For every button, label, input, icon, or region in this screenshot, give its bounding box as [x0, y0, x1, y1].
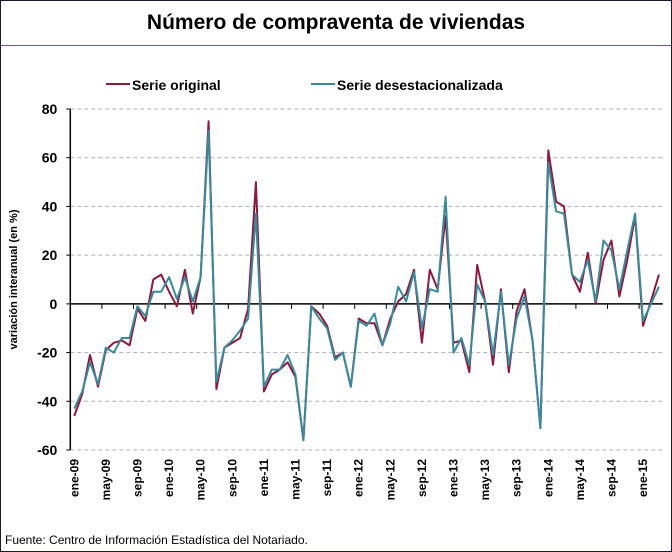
x-tick-label: sep-13: [510, 459, 524, 497]
x-tick-label: ene-11: [257, 459, 271, 497]
y-tick-label: 20: [42, 247, 58, 263]
x-tick-label: may-12: [383, 459, 397, 501]
series-line-original: [73, 120, 660, 442]
series-line-seasonally-adjusted: [73, 129, 660, 442]
y-tick-label: -40: [37, 393, 57, 409]
x-tick-label: may-14: [573, 459, 587, 501]
source-footer: Fuente: Centro de Información Estadístic…: [5, 533, 308, 547]
x-tick-label: ene-14: [541, 459, 555, 497]
legend-label: Serie original: [132, 77, 221, 93]
x-tick-label: may-10: [194, 459, 208, 501]
y-tick-label: -60: [37, 442, 57, 458]
x-tick-label: ene-09: [67, 459, 81, 497]
y-tick-label: -20: [37, 345, 57, 361]
x-tick-label: ene-12: [352, 459, 366, 497]
y-tick-label: 60: [42, 150, 58, 166]
x-tick-label: sep-14: [604, 459, 618, 497]
y-tick-label: 0: [50, 296, 58, 312]
x-tick-label: ene-10: [162, 459, 176, 497]
x-tick-label: may-09: [99, 459, 113, 501]
x-tick-label: ene-13: [446, 459, 460, 497]
x-tick-label: sep-11: [320, 459, 334, 497]
x-tick-label: may-13: [478, 459, 492, 501]
y-tick-label: 80: [42, 101, 58, 117]
x-tick-label: may-11: [288, 459, 302, 500]
chart-title: Número de compraventa de viviendas: [1, 1, 671, 46]
x-tick-label: ene-15: [636, 459, 650, 497]
x-tick-label: sep-12: [415, 459, 429, 497]
y-axis-label: variación interanual (en %): [8, 209, 20, 349]
x-tick-label: sep-10: [225, 459, 239, 497]
x-tick-label: sep-09: [130, 459, 144, 497]
y-tick-label: 40: [42, 198, 58, 214]
legend-label: Serie desestacionalizada: [337, 77, 503, 93]
